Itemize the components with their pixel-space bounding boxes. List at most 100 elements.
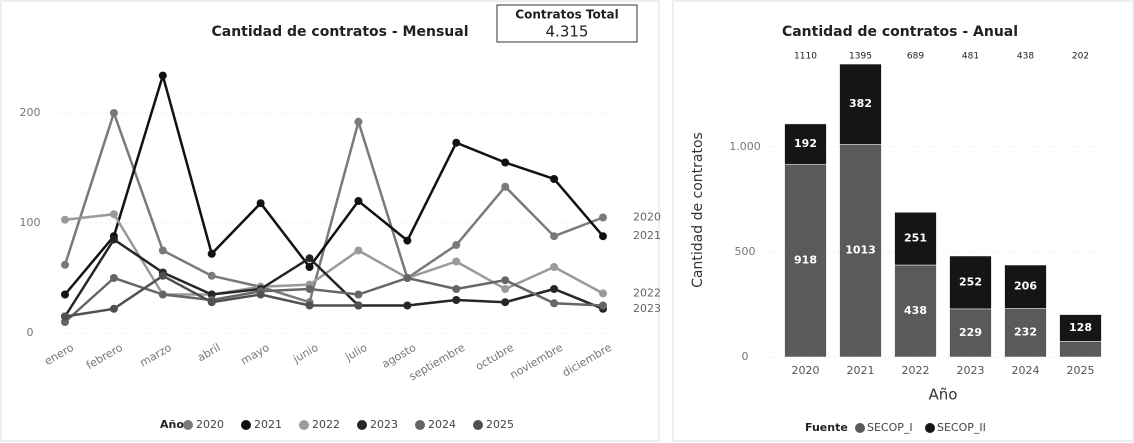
- point: [158, 71, 167, 80]
- point: [354, 117, 363, 126]
- y-tick-label: 1.000: [729, 140, 761, 153]
- legend-label: 2021: [254, 418, 282, 431]
- y-tick-label: 200: [20, 106, 41, 119]
- point: [403, 301, 412, 310]
- legend-swatch: [473, 420, 483, 430]
- bar-segment: [949, 255, 992, 310]
- point: [403, 274, 412, 282]
- point: [354, 246, 363, 255]
- bar-segment: [1004, 264, 1047, 309]
- legend-label: 2025: [486, 418, 514, 431]
- total-label: 1395: [849, 52, 872, 62]
- point: [550, 299, 559, 308]
- data-label: 128: [1069, 321, 1092, 334]
- series-line: [64, 71, 604, 296]
- x-tick-label: 2025: [1067, 364, 1095, 377]
- point: [109, 210, 118, 219]
- data-label: 229: [959, 326, 982, 339]
- y-tick-label: 0: [742, 350, 749, 363]
- x-tick-label: 2021: [847, 364, 875, 377]
- bar-segment: [894, 212, 937, 266]
- point: [501, 276, 510, 285]
- chart-title: Cantidad de contratos - Anual: [782, 24, 1018, 40]
- x-tick-label: 2023: [957, 364, 985, 377]
- end-label: 2022: [633, 286, 661, 299]
- total-label: 689: [907, 52, 924, 62]
- bar-segment: [1059, 341, 1102, 358]
- total-label: 1110: [794, 52, 817, 62]
- legend-label: SECOP_II: [937, 421, 986, 434]
- card-value: 4.315: [546, 23, 589, 41]
- end-label: 2021: [633, 229, 661, 242]
- point: [109, 274, 118, 282]
- card-title: Contratos Total: [515, 8, 618, 22]
- bar-segment: [1059, 314, 1102, 342]
- y-tick-label: 100: [20, 216, 41, 229]
- point: [207, 249, 216, 258]
- series-line: [64, 276, 604, 323]
- legend-label: SECOP_I: [867, 421, 913, 434]
- point: [550, 175, 559, 183]
- point: [61, 318, 69, 326]
- y-axis-title: Cantidad de contratos: [690, 132, 706, 288]
- bar-segment: [839, 144, 882, 358]
- point: [158, 246, 167, 255]
- point: [305, 301, 314, 310]
- data-label: 918: [794, 254, 817, 267]
- point: [550, 263, 559, 271]
- bar-segment: [894, 264, 937, 358]
- legend-swatch: [241, 420, 251, 430]
- legend-swatch: [357, 420, 367, 430]
- point: [403, 236, 412, 245]
- point: [158, 290, 167, 299]
- chart-title: Cantidad de contratos - Mensual: [211, 24, 468, 40]
- point: [109, 304, 118, 313]
- point: [305, 254, 314, 263]
- point: [501, 158, 510, 167]
- point: [452, 241, 461, 249]
- total-label: 202: [1072, 52, 1089, 62]
- bar-segment: [784, 123, 827, 165]
- total-label: 438: [1017, 52, 1034, 62]
- point: [599, 301, 607, 310]
- data-label: 251: [904, 232, 927, 245]
- data-label: 232: [1014, 326, 1037, 339]
- bar-segment: [949, 308, 992, 358]
- point: [452, 296, 461, 304]
- point: [599, 213, 607, 222]
- point: [109, 109, 118, 117]
- legend-swatch: [183, 420, 193, 430]
- point: [207, 271, 216, 280]
- point: [305, 263, 314, 271]
- legend-swatch: [925, 423, 935, 433]
- point: [354, 290, 363, 299]
- legend-swatch: [415, 420, 425, 430]
- legend-label: 2023: [370, 418, 398, 431]
- legend-label: 2020: [196, 418, 224, 431]
- data-label: 1013: [845, 244, 876, 257]
- data-label: 206: [1014, 280, 1037, 293]
- point: [452, 138, 461, 147]
- point: [501, 298, 510, 307]
- data-label: 438: [904, 304, 927, 317]
- card: [496, 4, 638, 43]
- point: [109, 235, 118, 244]
- series-line: [63, 237, 604, 318]
- series-line: [63, 109, 604, 304]
- point: [61, 312, 69, 321]
- legend-swatch: [299, 420, 309, 430]
- point: [305, 285, 314, 293]
- y-tick-label: 0: [27, 326, 34, 339]
- data-label: 252: [959, 275, 982, 288]
- point: [599, 289, 607, 298]
- point: [501, 285, 510, 293]
- legend-swatch: [855, 423, 865, 433]
- point: [452, 285, 461, 293]
- legend-label: 2022: [312, 418, 340, 431]
- data-label: 382: [849, 97, 872, 110]
- panel: [0, 0, 660, 442]
- point: [256, 199, 265, 208]
- bar-segment: [839, 63, 882, 145]
- point: [501, 182, 510, 191]
